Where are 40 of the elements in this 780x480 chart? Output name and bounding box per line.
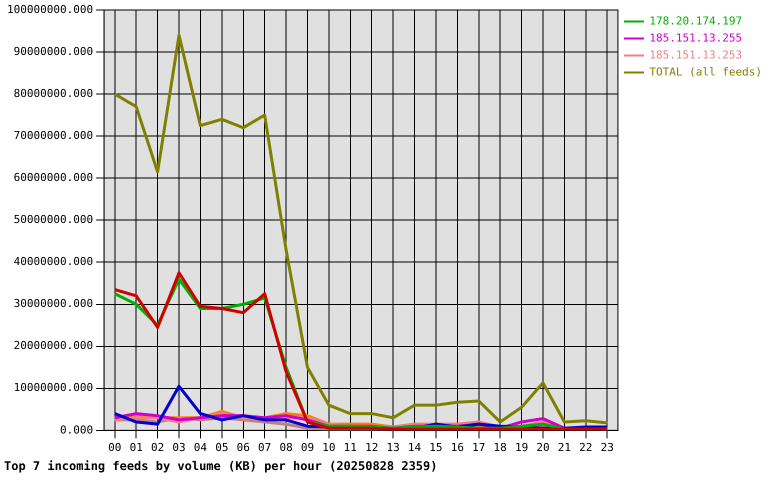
x-tick-label: 01 [130,440,143,454]
x-tick-label: 23 [600,440,614,454]
x-tick-label: 13 [386,440,400,454]
x-tick-label: 11 [344,440,357,454]
legend-label: 185.151.13.253 [649,48,742,62]
x-tick-label: 09 [300,440,314,454]
y-tick-label: 0.000 [60,423,94,436]
y-tick-label: 100000000.000 [7,2,94,16]
y-tick-label: 30000000.000 [14,297,94,310]
y-tick-label: 90000000.000 [14,44,94,58]
text: Top 7 incoming feeds by volume (KB) per hour (20250828 2359) [4,458,438,473]
x-tick-label: 17 [472,440,486,454]
legend-label: TOTAL (all feeds) [649,65,762,78]
x-tick-label: 10 [322,440,336,454]
y-tick-label: 20000000.000 [14,339,94,352]
legend-label: 185.151.13.255 [649,31,742,44]
x-tick-label: 00 [108,440,122,454]
x-tick-label: 22 [579,440,592,454]
x-tick-label: 14 [408,440,422,454]
x-tick-label: 19 [514,440,528,454]
x-tick-label: 18 [494,440,507,454]
x-tick-label: 12 [365,440,378,454]
y-tick-label: 70000000.000 [14,128,94,142]
x-tick-label: 16 [450,440,464,454]
x-tick-label: 15 [429,440,443,454]
x-tick-label: 07 [258,440,272,454]
x-tick-label: 20 [536,440,550,454]
x-tick-label: 21 [558,440,572,454]
y-tick-label: 40000000.000 [14,255,94,268]
x-tick-label: 05 [215,440,228,454]
x-tick-label: 06 [236,440,250,454]
y-tick-label: 80000000.000 [14,86,94,100]
y-tick-label: 60000000.000 [14,171,94,184]
x-tick-label: 03 [172,440,186,454]
legend-label: 178.20.174.197 [649,14,742,28]
x-tick-label: 02 [150,440,164,454]
y-tick-label: 50000000.000 [14,213,94,226]
x-tick-label: 04 [194,440,208,454]
y-tick-label: 10000000.000 [14,381,94,394]
x-tick-label: 08 [279,440,293,454]
